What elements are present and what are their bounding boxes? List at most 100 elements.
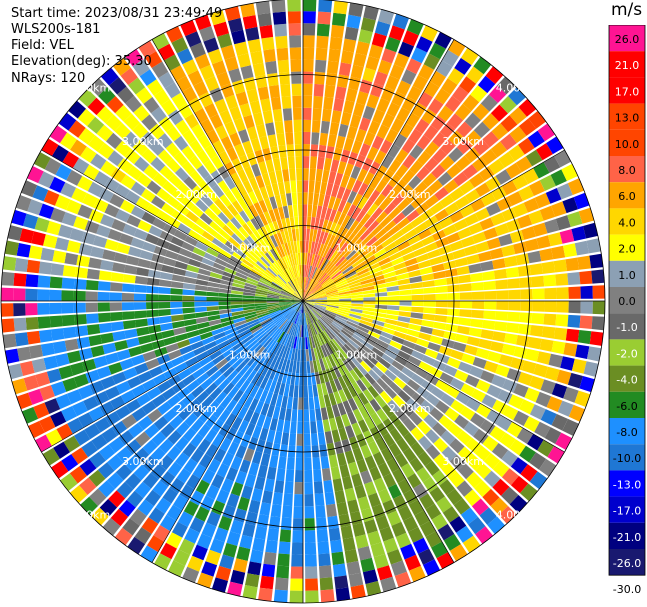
ppi-gate xyxy=(371,32,387,48)
ppi-gate xyxy=(474,445,491,462)
ppi-gate xyxy=(246,252,258,263)
ppi-gate xyxy=(67,350,82,364)
ppi-gate xyxy=(342,537,356,552)
ppi-gate xyxy=(25,288,38,301)
ppi-gate xyxy=(335,279,347,286)
ppi-gate xyxy=(218,228,231,241)
ppi-gate xyxy=(99,499,118,517)
ppi-gate xyxy=(453,218,468,231)
ppi-gate xyxy=(477,75,496,94)
ppi-gate xyxy=(482,131,499,148)
ppi-gate xyxy=(275,577,289,591)
ppi-gate xyxy=(168,349,182,360)
ppi-gate xyxy=(162,487,178,504)
ppi-gate xyxy=(225,351,238,362)
ppi-gate xyxy=(251,163,261,177)
ppi-gate xyxy=(250,268,263,277)
ppi-gate xyxy=(404,334,418,344)
ppi-gate xyxy=(394,355,408,366)
ppi-gate xyxy=(281,270,290,282)
ppi-gate xyxy=(447,68,465,85)
ppi-gate xyxy=(416,36,433,53)
ppi-gate xyxy=(454,369,469,382)
ppi-gate xyxy=(472,231,487,244)
ppi-gate xyxy=(567,178,585,195)
ppi-gate xyxy=(303,301,315,304)
ppi-gate xyxy=(272,220,281,234)
ppi-gate xyxy=(199,262,213,272)
ppi-gate xyxy=(196,165,210,179)
ppi-gate xyxy=(487,351,502,363)
ppi-gate xyxy=(100,160,117,176)
ppi-gate xyxy=(329,222,337,235)
ppi-gate xyxy=(538,458,557,477)
ppi-gate xyxy=(217,211,230,225)
ppi-gate xyxy=(170,301,183,308)
ppi-gate xyxy=(133,228,148,241)
ppi-gate xyxy=(365,581,382,596)
ppi-gate xyxy=(541,326,556,339)
ppi-gate xyxy=(116,242,131,255)
ppi-gate xyxy=(515,156,533,173)
ppi-gate xyxy=(313,322,320,334)
azimuth-spoke xyxy=(302,300,455,563)
ppi-gate xyxy=(115,140,132,157)
ppi-gate xyxy=(444,202,460,216)
ppi-gate xyxy=(356,458,368,473)
colorbar-bin xyxy=(609,313,645,340)
range-ring-label: 2.00km xyxy=(389,402,431,415)
ppi-gate xyxy=(114,527,133,546)
ppi-gate xyxy=(533,162,550,179)
ppi-gate xyxy=(335,135,346,149)
ppi-gate xyxy=(269,417,278,431)
ppi-gate xyxy=(543,274,557,287)
ppi-gate xyxy=(335,225,345,238)
ppi-gate xyxy=(517,214,533,229)
ppi-gate xyxy=(316,205,323,219)
ppi-gate xyxy=(143,164,159,180)
ppi-gate xyxy=(324,233,332,246)
ppi-gate xyxy=(270,312,283,320)
ppi-gate xyxy=(197,438,211,453)
ppi-gate xyxy=(81,231,96,245)
ppi-gate xyxy=(345,217,355,230)
ppi-gate xyxy=(319,318,329,328)
ppi-gate xyxy=(68,100,86,119)
ppi-gate xyxy=(211,237,225,249)
ppi-gate xyxy=(367,262,380,271)
ppi-gate xyxy=(257,242,268,255)
ppi-gate xyxy=(293,265,298,278)
ppi-gate xyxy=(509,495,528,513)
ppi-gate xyxy=(360,278,373,285)
ppi-gate xyxy=(337,286,350,292)
ppi-gate xyxy=(266,297,279,300)
ppi-gate xyxy=(410,215,424,228)
azimuth-spoke xyxy=(151,39,304,302)
ppi-gate xyxy=(243,308,256,314)
ppi-gate xyxy=(246,369,257,382)
ppi-gate xyxy=(243,285,257,291)
ppi-gate xyxy=(224,240,237,252)
ppi-gate xyxy=(251,247,263,259)
ppi-gate xyxy=(114,340,128,351)
ppi-gate xyxy=(194,108,209,124)
ppi-gate xyxy=(325,309,337,316)
ppi-gate xyxy=(300,337,303,350)
ppi-gate xyxy=(420,25,438,42)
ppi-gate xyxy=(430,386,445,400)
ppi-gate xyxy=(89,380,105,395)
ppi-gate xyxy=(435,400,450,414)
ppi-gate xyxy=(364,455,377,470)
ppi-gate xyxy=(411,350,425,361)
range-ring-label: 3.00km xyxy=(122,135,164,148)
ppi-gate xyxy=(414,222,428,234)
ppi-gate xyxy=(589,331,604,346)
ppi-gate xyxy=(301,264,303,277)
ppi-gate xyxy=(241,485,253,500)
ppi-gate xyxy=(333,336,344,348)
ppi-gate xyxy=(279,529,291,543)
ppi-gate xyxy=(182,129,197,145)
ppi-gate xyxy=(298,301,303,313)
ppi-gate xyxy=(291,311,298,323)
ppi-gate xyxy=(495,169,512,185)
